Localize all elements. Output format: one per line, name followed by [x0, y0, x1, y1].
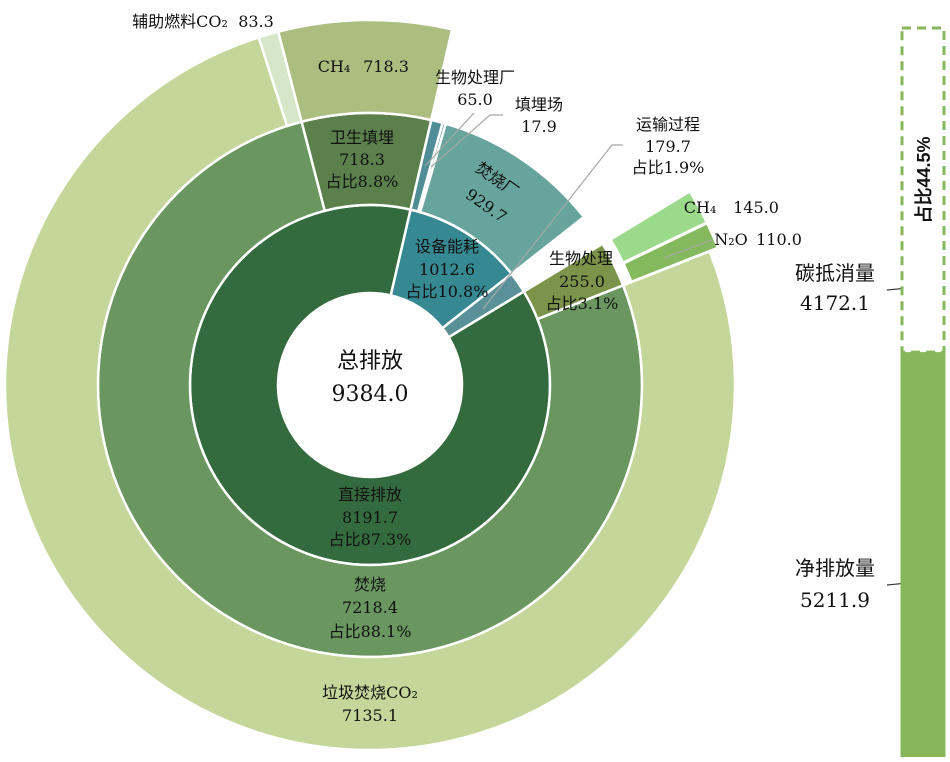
bioplant-label: 生物处理厂	[434, 68, 516, 87]
incco2-value: 7135.1	[342, 706, 398, 725]
equip-share: 占比10.8%	[405, 282, 489, 301]
bio-share: 占比3.1%	[545, 294, 619, 313]
auxco2-value: 83.3	[238, 12, 274, 31]
leader-landfillplant	[430, 114, 503, 168]
auxco2-label: 辅助燃料CO₂	[132, 12, 228, 31]
net-value: 5211.9	[800, 588, 870, 612]
lfch4-value: 718.3	[363, 57, 409, 76]
inc-share: 占比88.1%	[328, 622, 412, 641]
inc-label: 焚烧	[353, 575, 387, 594]
landfill-share: 占比8.8%	[325, 172, 399, 191]
equip-label: 设备能耗	[414, 237, 480, 256]
bio-value: 255.0	[559, 272, 605, 291]
landfill-value: 718.3	[339, 150, 385, 169]
segment-incplant	[418, 122, 586, 276]
center-value: 9384.0	[331, 382, 409, 407]
transport-label: 运输过程	[635, 115, 701, 134]
leader-transport	[482, 144, 623, 310]
incco2-label: 垃圾焚烧CO₂	[322, 683, 418, 702]
equip-value: 1012.6	[419, 260, 475, 279]
offset-share: 占比44.5%	[914, 136, 934, 224]
bion2o-value: 110.0	[756, 230, 802, 249]
offset-label: 碳抵消量	[795, 261, 875, 285]
bion2o-label: N₂O	[714, 230, 748, 249]
bioplant-value: 65.0	[457, 90, 493, 109]
leader-bioplant	[424, 112, 475, 167]
segment-incco2	[3, 35, 737, 752]
landfill-label: 卫生填埋	[329, 128, 395, 147]
offset-bar	[900, 26, 946, 354]
bioch4-value: 145.0	[733, 198, 779, 217]
direct-label: 直接排放	[337, 485, 403, 504]
net-label: 净排放量	[795, 556, 875, 580]
segment-lfch4	[276, 18, 454, 124]
lfch4-label: CH₄	[317, 57, 351, 76]
bio-label: 生物处理	[548, 249, 614, 268]
bioch4-label: CH₄	[683, 198, 717, 217]
leader-bion2o	[663, 239, 713, 259]
inc-value: 7218.4	[342, 598, 398, 617]
direct-value: 8191.7	[342, 508, 398, 527]
center-hole	[278, 293, 462, 477]
offset-value: 4172.1	[800, 291, 870, 315]
landfillplant-value: 17.9	[521, 117, 557, 136]
net-bar	[900, 352, 946, 757]
center-label: 总排放	[336, 349, 404, 374]
direct-share: 占比87.3%	[328, 530, 412, 549]
transport-value: 179.7	[645, 137, 691, 156]
landfillplant-label: 填埋场	[514, 95, 564, 114]
transport-share: 占比1.9%	[631, 158, 705, 177]
